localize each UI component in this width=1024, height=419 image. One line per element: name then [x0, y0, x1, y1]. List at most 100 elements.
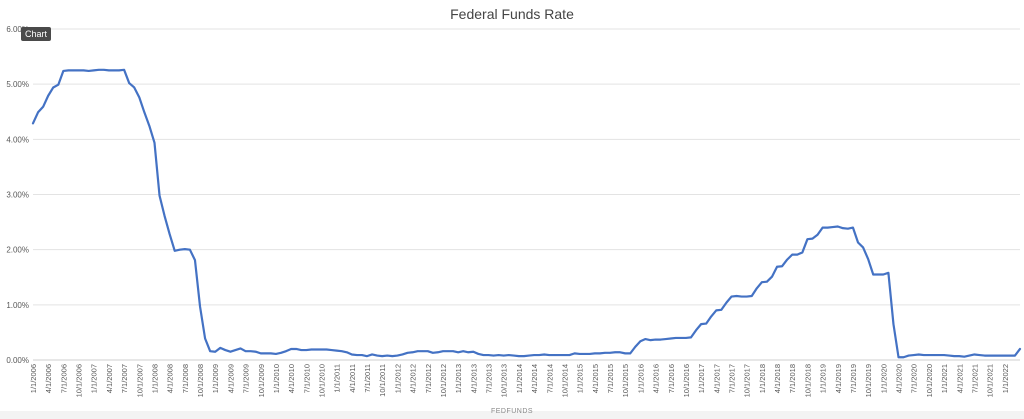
data-point	[300, 349, 303, 351]
data-point	[487, 354, 490, 356]
data-point	[690, 336, 692, 339]
data-point	[462, 350, 465, 352]
data-point	[776, 265, 778, 268]
data-point	[199, 305, 201, 308]
data-point	[877, 273, 880, 276]
data-point	[988, 354, 991, 357]
data-point	[892, 323, 895, 325]
data-point	[558, 354, 561, 356]
data-point	[715, 309, 718, 312]
data-point	[219, 347, 222, 349]
x-tick-label: 1/1/2012	[393, 364, 402, 393]
data-point	[437, 351, 439, 354]
x-tick-label: 1/1/2007	[90, 364, 99, 393]
data-point	[290, 348, 292, 350]
x-tick-label: 10/1/2013	[500, 364, 509, 397]
x-tick-label: 4/1/2018	[773, 364, 782, 393]
data-point	[902, 356, 905, 359]
y-tick-label: 2.00%	[6, 246, 29, 255]
x-tick-label: 1/1/2016	[636, 364, 645, 393]
data-point	[710, 315, 713, 318]
data-point	[310, 348, 313, 351]
x-tick-label: 10/1/2011	[378, 364, 387, 397]
data-point	[47, 94, 49, 97]
data-point	[482, 354, 485, 356]
y-tick-label: 3.00%	[6, 191, 29, 200]
data-point	[452, 350, 454, 352]
data-point	[624, 352, 626, 355]
data-point	[928, 354, 930, 356]
data-point	[123, 69, 125, 71]
data-point	[720, 309, 723, 311]
x-tick-label: 4/1/2012	[409, 364, 418, 393]
data-point	[259, 352, 262, 355]
data-point	[685, 337, 687, 339]
data-point	[816, 233, 819, 236]
x-tick-label: 7/1/2015	[606, 364, 615, 393]
data-point	[968, 354, 971, 357]
data-point	[361, 354, 363, 356]
data-point	[791, 253, 794, 256]
series-layer	[31, 68, 1022, 359]
x-tick-label: 7/1/2020	[910, 364, 919, 393]
x-tick-label: 4/1/2014	[530, 364, 539, 393]
x-tick-label: 1/1/2020	[879, 364, 888, 393]
data-point	[72, 69, 75, 72]
data-point	[194, 259, 196, 261]
data-point	[978, 354, 981, 356]
bottom-strip: FEDFUNDS	[0, 408, 1024, 419]
data-point	[993, 354, 996, 357]
x-tick-label: 10/1/2016	[682, 364, 691, 397]
data-point	[87, 70, 90, 72]
data-point	[305, 349, 308, 351]
data-point	[184, 248, 186, 250]
data-point	[158, 194, 161, 197]
data-point	[654, 338, 657, 341]
data-point	[750, 295, 753, 297]
data-point	[811, 237, 814, 240]
data-point	[675, 337, 677, 339]
data-point	[872, 273, 875, 276]
data-point	[421, 350, 424, 352]
x-tick-label: 7/1/2011	[363, 364, 372, 393]
data-point	[614, 351, 616, 354]
data-point	[857, 241, 859, 244]
data-point	[108, 69, 110, 72]
x-tick-label: 10/1/2019	[864, 364, 873, 397]
data-point	[168, 233, 171, 236]
x-axis-title: FEDFUNDS	[490, 408, 534, 415]
x-tick-label: 4/1/2019	[834, 364, 843, 393]
data-point	[239, 347, 242, 350]
data-point	[538, 354, 540, 356]
x-tick-label: 4/1/2016	[652, 364, 661, 393]
x-tick-label: 10/1/2009	[257, 364, 266, 397]
data-point	[128, 82, 130, 84]
data-point	[867, 258, 869, 260]
x-tick-label: 7/1/2021	[970, 364, 979, 393]
x-tick-label: 4/1/2011	[348, 364, 357, 393]
x-tick-label: 10/1/2010	[318, 364, 327, 397]
data-point	[270, 352, 272, 355]
data-point	[578, 353, 581, 355]
data-point	[639, 340, 642, 343]
data-point	[224, 349, 227, 351]
data-point	[254, 350, 257, 353]
data-point	[528, 354, 530, 357]
data-point	[831, 226, 834, 228]
data-point	[619, 351, 621, 354]
data-point	[92, 69, 95, 72]
data-point	[695, 329, 697, 332]
x-tick-label: 1/1/2011	[333, 364, 342, 393]
data-point	[604, 352, 606, 354]
data-point	[244, 350, 247, 352]
data-point	[609, 352, 611, 354]
x-tick-label: 1/1/2009	[211, 364, 220, 393]
data-point	[801, 251, 804, 254]
x-tick-label: 1/1/2015	[576, 364, 585, 393]
data-point	[113, 69, 115, 72]
data-point	[548, 354, 551, 356]
x-tick-label: 4/1/2010	[287, 364, 296, 393]
data-point	[234, 349, 237, 351]
x-tick-label: 1/1/2021	[940, 364, 949, 393]
